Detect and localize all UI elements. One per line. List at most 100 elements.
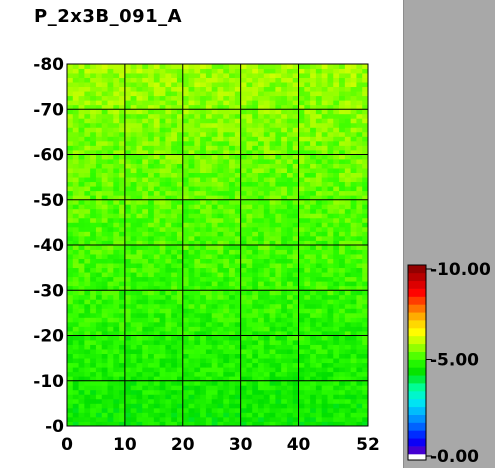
heatmap-cell	[315, 326, 323, 332]
heatmap-cell	[165, 118, 172, 124]
heatmap-cell	[136, 285, 143, 291]
heatmap-cell	[281, 371, 288, 377]
heatmap-cell	[339, 276, 346, 282]
heatmap-cell	[246, 168, 253, 173]
heatmap-cell	[269, 149, 276, 155]
heatmap-cell	[124, 86, 132, 92]
heatmap-cell	[205, 398, 213, 404]
heatmap-cell	[304, 163, 311, 169]
heatmap-cell	[84, 308, 91, 314]
heatmap-cell	[310, 208, 317, 214]
heatmap-cell	[327, 254, 334, 259]
heatmap-cell	[252, 376, 259, 382]
heatmap-cell	[142, 149, 149, 155]
heatmap-cell	[124, 340, 132, 345]
heatmap-cell	[269, 276, 276, 282]
heatmap-cell	[165, 131, 172, 137]
heatmap-cell	[339, 412, 346, 418]
heatmap-cell	[182, 317, 189, 323]
heatmap-cell	[142, 64, 149, 69]
heatmap-cell	[240, 140, 247, 146]
heatmap-cell	[275, 145, 282, 151]
heatmap-cell	[136, 190, 143, 196]
heatmap-cell	[119, 131, 126, 137]
heatmap-cell	[339, 267, 346, 273]
heatmap-cell	[165, 272, 172, 278]
heatmap-cell	[298, 127, 305, 133]
heatmap-cell	[136, 154, 143, 160]
heatmap-cell	[205, 326, 213, 332]
heatmap-cell	[130, 258, 137, 264]
heatmap-cell	[217, 145, 224, 151]
heatmap-cell	[200, 213, 207, 219]
heatmap-cell	[119, 353, 126, 359]
heatmap-cell	[315, 104, 323, 110]
heatmap-cell	[356, 226, 363, 232]
heatmap-cell	[67, 73, 74, 78]
heatmap-cell	[315, 317, 323, 323]
heatmap-cell	[292, 82, 299, 88]
heatmap-cell	[142, 222, 149, 228]
heatmap-cell	[310, 226, 317, 232]
heatmap-cell	[205, 64, 213, 69]
heatmap-cell	[275, 168, 282, 173]
heatmap-cell	[217, 349, 224, 354]
heatmap-cell	[350, 100, 357, 106]
heatmap-cell	[67, 240, 74, 246]
heatmap-cell	[67, 335, 74, 341]
heatmap-cell	[165, 285, 172, 291]
heatmap-cell	[344, 376, 352, 382]
heatmap-cell	[246, 131, 253, 137]
heatmap-cell	[229, 389, 236, 395]
heatmap-cell	[72, 68, 79, 74]
heatmap-cell	[333, 321, 340, 327]
heatmap-cell	[246, 159, 253, 164]
heatmap-cell	[84, 407, 91, 413]
heatmap-cell	[333, 285, 340, 291]
heatmap-cell	[310, 371, 317, 377]
heatmap-cell	[119, 104, 126, 110]
heatmap-cell	[188, 217, 195, 223]
heatmap-cell	[252, 326, 259, 332]
heatmap-cell	[142, 276, 149, 282]
heatmap-cell	[327, 312, 334, 318]
heatmap-cell	[153, 403, 161, 409]
colorbar-segment	[408, 343, 426, 352]
heatmap-cell	[281, 127, 288, 133]
heatmap-cell	[67, 394, 74, 400]
heatmap-cell	[356, 109, 363, 115]
heatmap-cell	[200, 394, 207, 400]
heatmap-cell	[171, 263, 178, 269]
heatmap-cell	[78, 208, 85, 214]
heatmap-cell	[107, 77, 114, 83]
heatmap-cell	[315, 100, 323, 106]
heatmap-cell	[78, 380, 85, 386]
heatmap-cell	[240, 145, 247, 151]
heatmap-cell	[165, 335, 172, 341]
heatmap-cells	[67, 64, 369, 427]
heatmap-cell	[165, 358, 172, 364]
heatmap-cell	[304, 100, 311, 106]
heatmap-cell	[194, 290, 201, 296]
heatmap-cell	[130, 285, 137, 291]
heatmap-cell	[275, 122, 282, 128]
heatmap-cell	[252, 68, 259, 74]
heatmap-cell	[356, 249, 363, 255]
heatmap-cell	[113, 113, 120, 119]
heatmap-cell	[321, 181, 328, 187]
heatmap-cell	[67, 299, 74, 305]
heatmap-cell	[321, 208, 328, 214]
heatmap-cell	[350, 154, 357, 160]
heatmap-cell	[356, 127, 363, 133]
heatmap-cell	[124, 335, 132, 341]
heatmap-cell	[333, 226, 340, 232]
heatmap-cell	[327, 64, 334, 69]
heatmap-cell	[101, 290, 108, 296]
heatmap-cell	[269, 231, 276, 237]
heatmap-cell	[339, 213, 346, 219]
heatmap-cell	[165, 127, 172, 133]
heatmap-cell	[84, 340, 91, 345]
heatmap-cell	[95, 73, 103, 78]
heatmap-cell	[188, 186, 195, 192]
heatmap-cell	[339, 149, 346, 155]
